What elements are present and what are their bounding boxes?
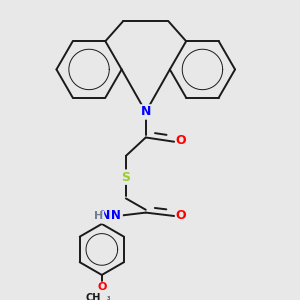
Text: N: N <box>141 106 151 118</box>
Text: H: H <box>94 211 103 221</box>
Text: O: O <box>97 282 106 292</box>
Text: ₃: ₃ <box>106 293 110 300</box>
Text: S: S <box>122 171 130 184</box>
Text: O: O <box>176 134 187 147</box>
Text: O: O <box>176 209 187 222</box>
Text: CH: CH <box>85 292 101 300</box>
Text: N: N <box>100 209 110 223</box>
Text: HN: HN <box>102 209 122 223</box>
